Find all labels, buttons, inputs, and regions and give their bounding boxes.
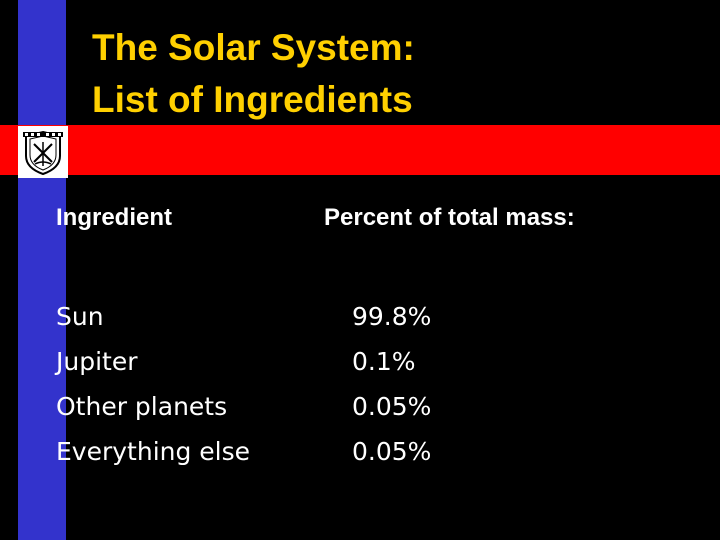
ingredient-name: Everything else	[56, 437, 251, 466]
ingredient-list: Sun Jupiter Other planets Everything els…	[56, 294, 250, 474]
left-accent-bar	[18, 0, 66, 540]
percent-value: 0.1%	[352, 347, 416, 376]
slide-title: The Solar System: List of Ingredients	[92, 22, 415, 126]
ingredient-name: Jupiter	[56, 347, 138, 376]
percent-value: 0.05%	[352, 437, 432, 466]
ingredient-column-header: Ingredient	[56, 204, 173, 231]
red-accent-band	[0, 125, 720, 175]
percent-list: 99.8% 0.1% 0.05% 0.05%	[352, 294, 431, 474]
slide-title-line-2: List of Ingredients	[92, 79, 413, 120]
university-seal-icon	[18, 126, 68, 178]
ingredient-name: Other planets	[56, 392, 228, 421]
percent-value: 0.05%	[352, 392, 432, 421]
ingredient-name: Sun	[56, 302, 104, 331]
percent-value: 99.8%	[352, 302, 432, 331]
percent-column-header: Percent of total mass:	[324, 204, 575, 231]
slide-title-line-1: The Solar System:	[92, 27, 415, 68]
